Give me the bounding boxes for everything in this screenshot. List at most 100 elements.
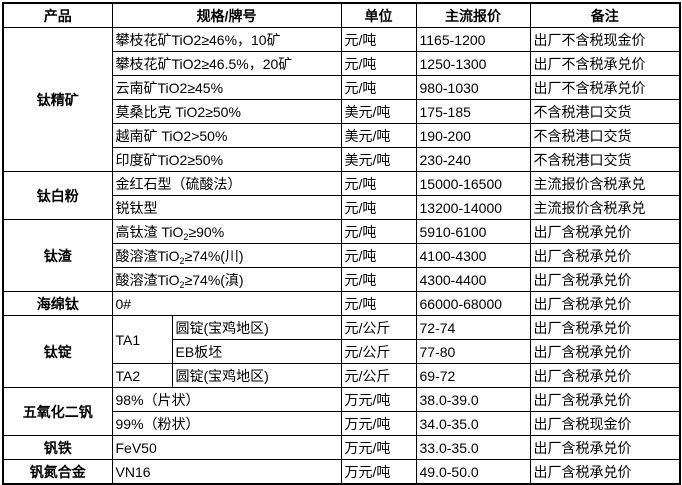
price-cell: 1165-1200	[415, 27, 531, 52]
note-cell: 出厂含税承兑价	[529, 387, 681, 412]
spec-cell: 98%（片状）	[111, 387, 342, 412]
table-row: 五氧化二钒 98%（片状） 万元/吨 38.0-39.0 出厂含税承兑价	[2, 387, 681, 436]
product-name-cell: 钛锭	[2, 315, 113, 388]
unit-cell: 元/吨	[340, 27, 417, 52]
unit-cell: 元/公斤	[340, 315, 417, 340]
header-product: 产品	[2, 2, 113, 28]
spec-cell: 酸溶渣TiO2≥74%(滇)	[111, 267, 342, 292]
grade-cell: TA1	[111, 315, 173, 364]
note-cell: 出厂含税承兑价	[529, 459, 681, 485]
price-cell: 175-185	[415, 99, 531, 124]
note-cell: 不含税港口交货	[529, 123, 681, 148]
table-row: 云南矿TiO2≥45% 元/吨 980-1030 出厂不含税承兑价	[3, 75, 681, 100]
spec-cell: 0#	[111, 291, 342, 316]
spec-cell: 高钛渣 TiO2≥90%	[111, 219, 342, 244]
unit-cell: 元/吨	[340, 51, 417, 76]
table-row: 海绵钛 0# 元/吨 66000-68000 出厂含税承兑价	[2, 291, 681, 316]
unit-cell: 美元/吨	[340, 147, 417, 172]
product-name-cell: 钒铁	[2, 435, 113, 460]
spec-cell: 攀枝花矿TiO2≥46%，10矿	[111, 27, 342, 52]
price-cell: 38.0-39.0	[415, 387, 531, 412]
note-cell: 出厂不含税承兑价	[529, 51, 681, 76]
unit-cell: 万元/吨	[340, 387, 417, 412]
table-row: 锐钛型 元/吨 13200-14000 主流报价含税承兑	[3, 195, 681, 220]
product-name-cell: 五氧化二钒	[2, 387, 113, 436]
table-row: 越南矿 TiO2>50% 美元/吨 190-200 不含税港口交货	[3, 123, 681, 148]
product-name-cell: 钛精矿	[2, 27, 113, 172]
price-cell: 77-80	[415, 339, 531, 364]
note-cell: 不含税港口交货	[529, 147, 681, 172]
note-cell: 出厂含税承兑价	[529, 315, 681, 340]
note-cell: 出厂含税承兑价	[529, 339, 681, 364]
price-cell: 980-1030	[415, 75, 531, 100]
table-row: 钒铁 FeV50 万元/吨 33.0-35.0 出厂含税承兑价	[2, 435, 681, 460]
price-cell: 4100-4300	[415, 243, 531, 268]
note-cell: 出厂含税承兑价	[529, 435, 681, 460]
table-row: TA2 圆锭(宝鸡地区) 元/公斤 69-72 出厂含税承兑价	[3, 363, 681, 388]
spec-cell: 云南矿TiO2≥45%	[111, 75, 342, 100]
header-unit: 单位	[340, 2, 417, 28]
spec-cell: 攀枝花矿TiO2≥46.5%，20矿	[111, 51, 342, 76]
unit-cell: 美元/吨	[340, 99, 417, 124]
price-cell: 190-200	[415, 123, 531, 148]
price-cell: 4300-4400	[415, 267, 531, 292]
spec-cell: 锐钛型	[111, 195, 342, 220]
unit-cell: 元/公斤	[340, 363, 417, 388]
price-cell: 49.0-50.0	[415, 459, 531, 485]
spec-cell: 酸溶渣TiO2≥74%(川)	[111, 243, 342, 268]
unit-cell: 元/吨	[340, 195, 417, 220]
table-row: 钛锭 TA1 圆锭(宝鸡地区) 元/公斤 72-74 出厂含税承兑价	[2, 315, 681, 388]
note-cell: 主流报价含税承兑	[529, 195, 681, 220]
spec-cell: 金红石型（硫酸法）	[111, 171, 342, 196]
unit-cell: 美元/吨	[340, 123, 417, 148]
note-cell: 出厂含税承兑价	[529, 267, 681, 292]
price-cell: 15000-16500	[415, 171, 531, 196]
product-name-cell: 海绵钛	[2, 291, 113, 316]
product-name-cell: 钛白粉	[2, 171, 113, 220]
unit-cell: 元/公斤	[340, 339, 417, 364]
unit-cell: 万元/吨	[340, 411, 417, 436]
table-row: 钛渣 高钛渣 TiO2≥90% 元/吨 5910-6100 出厂含税承兑价	[2, 219, 681, 292]
note-cell: 出厂含税承兑价	[529, 219, 681, 244]
spec-cell: 圆锭(宝鸡地区)	[171, 315, 342, 340]
price-cell: 5910-6100	[415, 219, 531, 244]
spec-cell: VN16	[111, 459, 342, 485]
grade-cell: TA2	[111, 363, 173, 388]
note-cell: 出厂含税承兑价	[529, 363, 681, 388]
header-price: 主流报价	[415, 2, 531, 28]
note-cell: 出厂不含税承兑价	[529, 75, 681, 100]
price-cell: 13200-14000	[415, 195, 531, 220]
unit-cell: 元/吨	[340, 243, 417, 268]
table-header-row: 产品 规格/牌号 单位 主流报价 备注	[2, 2, 681, 28]
header-note: 备注	[529, 2, 681, 28]
unit-cell: 元/吨	[340, 267, 417, 292]
table-row: 酸溶渣TiO2≥74%(川) 元/吨 4100-4300 出厂含税承兑价	[3, 243, 681, 268]
price-cell: 34.0-35.0	[415, 411, 531, 436]
price-cell: 230-240	[415, 147, 531, 172]
table-row: 99%（粉状） 万元/吨 34.0-35.0 出厂含税现金价	[3, 411, 681, 436]
spec-cell: 莫桑比克 TiO2≥50%	[111, 99, 342, 124]
table-row: 印度矿TiO2≥50% 美元/吨 230-240 不含税港口交货	[3, 147, 681, 172]
table-row: 莫桑比克 TiO2≥50% 美元/吨 175-185 不含税港口交货	[3, 99, 681, 124]
spec-cell: 印度矿TiO2≥50%	[111, 147, 342, 172]
unit-cell: 元/吨	[340, 171, 417, 196]
table-row: 钛白粉 金红石型（硫酸法） 元/吨 15000-16500 主流报价含税承兑	[2, 171, 681, 220]
header-spec: 规格/牌号	[111, 2, 342, 28]
product-name-cell: 钛渣	[2, 219, 113, 292]
product-name-cell: 钒氮合金	[2, 459, 113, 485]
unit-cell: 万元/吨	[340, 435, 417, 460]
unit-cell: 元/吨	[340, 291, 417, 316]
unit-cell: 元/吨	[340, 75, 417, 100]
note-cell: 主流报价含税承兑	[529, 171, 681, 196]
table-row: 钛精矿 攀枝花矿TiO2≥46%，10矿 元/吨 1165-1200 出厂不含税现金价	[2, 27, 681, 172]
price-cell: 72-74	[415, 315, 531, 340]
spec-cell: 圆锭(宝鸡地区)	[171, 363, 342, 388]
note-cell: 出厂含税承兑价	[529, 291, 681, 316]
note-cell: 出厂含税承兑价	[529, 243, 681, 268]
price-cell: 69-72	[415, 363, 531, 388]
price-cell: 33.0-35.0	[415, 435, 531, 460]
note-cell: 出厂不含税现金价	[529, 27, 681, 52]
unit-cell: 万元/吨	[340, 459, 417, 485]
